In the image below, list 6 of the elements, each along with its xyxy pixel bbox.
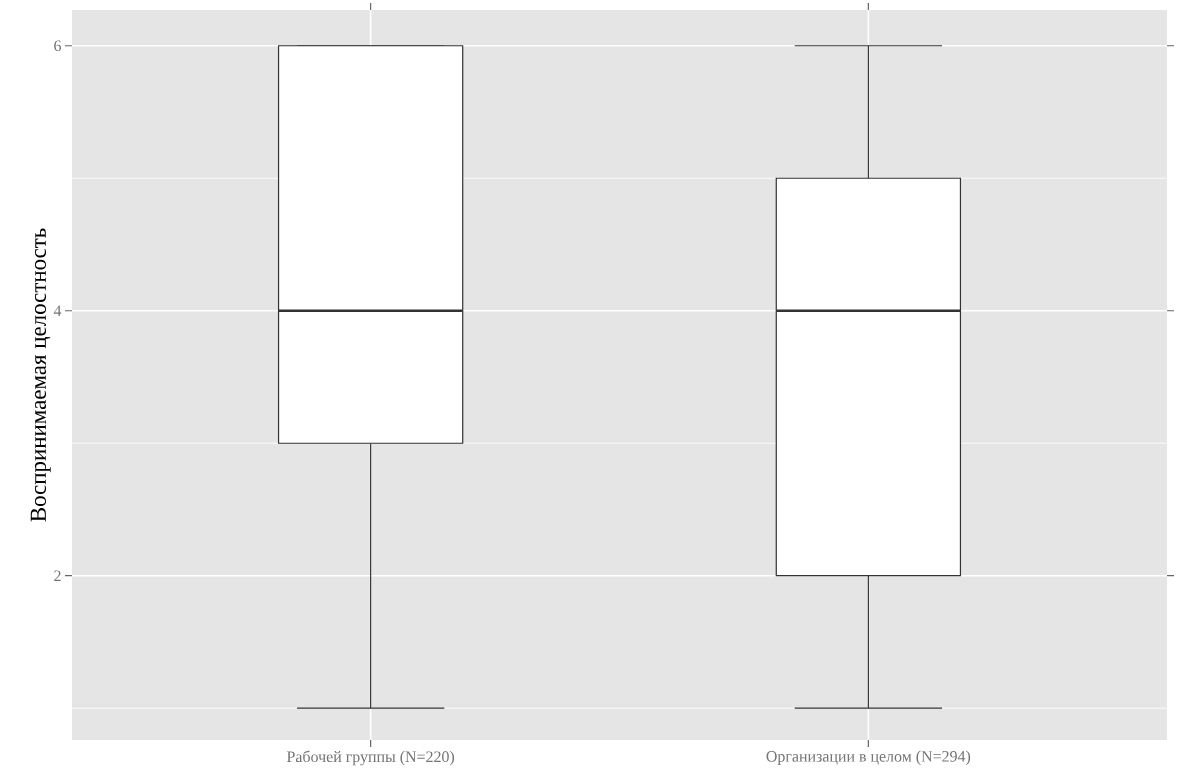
y-tick-label: 4 xyxy=(53,305,62,316)
x-tick-label: Организации в целом (N=294) xyxy=(766,750,971,765)
x-tick-label: Рабочей группы (N=220) xyxy=(286,750,455,766)
y-tick-label: 2 xyxy=(54,570,61,581)
y-tick-label: 6 xyxy=(54,40,62,52)
y-axis-title: Воспринимаемая целостность xyxy=(30,228,51,522)
